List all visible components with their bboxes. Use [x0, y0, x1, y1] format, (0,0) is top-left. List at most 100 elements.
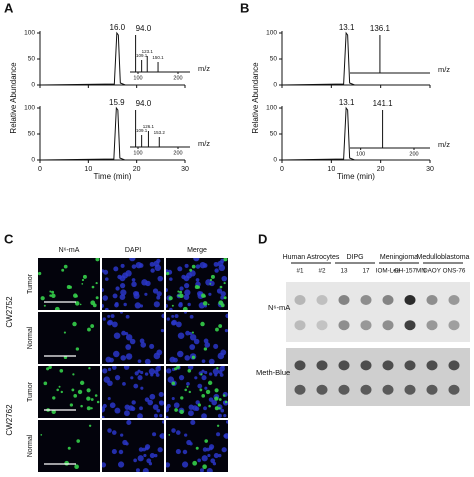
signal [177, 294, 180, 297]
inset-tick-label: 100 [133, 75, 142, 81]
blot-dot [338, 295, 350, 305]
blot-dot [448, 384, 460, 395]
nucleus [125, 270, 132, 277]
nucleus [144, 372, 149, 376]
signal [46, 367, 50, 371]
chromatogram: 0 50 100 13.1 m/z 136.1 [266, 23, 450, 89]
blot-dot [426, 384, 438, 395]
group-label: CW2752 [5, 296, 14, 328]
nucleus [144, 444, 151, 450]
y-tick-label: 50 [28, 56, 36, 63]
nucleus [134, 302, 141, 309]
row-label: Meth-Blue [256, 368, 290, 377]
signal [40, 296, 45, 301]
signal [223, 296, 227, 300]
signal [204, 439, 209, 443]
signal [87, 327, 91, 332]
signal [191, 355, 196, 360]
nucleus [181, 461, 189, 468]
signal [224, 400, 228, 404]
nucleus [152, 404, 159, 410]
signal [197, 403, 201, 407]
signal [184, 388, 187, 392]
signal [73, 394, 78, 398]
panel-label: D [258, 231, 267, 246]
signal [81, 283, 84, 285]
y-axis-label: Relative Abundance [9, 62, 18, 134]
signal [95, 281, 98, 285]
group-label: Medulloblastoma [417, 254, 470, 261]
nucleus [204, 386, 208, 390]
nucleus [186, 439, 192, 446]
signal [96, 400, 100, 404]
signal [88, 367, 91, 370]
nucleus [120, 283, 126, 289]
nucleus [148, 368, 156, 375]
blot-dot [294, 320, 306, 331]
signal [90, 398, 94, 401]
signal [81, 278, 85, 282]
signal [220, 303, 225, 308]
nucleus [114, 407, 121, 414]
signal [200, 373, 203, 376]
inset-tick-label: 100 [356, 151, 365, 157]
signal [67, 446, 71, 450]
x-axis-label: Time (min) [337, 172, 375, 181]
blot-dot [426, 295, 438, 305]
nucleus [225, 313, 228, 319]
base-peak-label: 141.1 [373, 99, 394, 108]
nucleus [142, 447, 147, 452]
nucleus [201, 359, 206, 364]
nucleus [220, 291, 226, 297]
signal [207, 303, 210, 306]
nucleus [206, 447, 211, 452]
blot-dot [338, 360, 350, 371]
nucleus [111, 430, 117, 435]
nucleus [168, 307, 173, 310]
micrograph [102, 366, 164, 418]
nucleus [150, 373, 154, 377]
nucleus [146, 458, 152, 464]
nucleus [183, 275, 190, 282]
image-background [38, 312, 100, 364]
micrograph [166, 420, 228, 472]
y-tick-label: 0 [273, 82, 277, 89]
y-tick-label: 50 [270, 56, 278, 63]
nucleus [120, 289, 127, 296]
nucleus [104, 307, 109, 310]
nucleus [167, 376, 174, 383]
nucleus [125, 314, 130, 319]
signal [191, 331, 195, 334]
blot-membrane [286, 282, 470, 342]
signal [60, 390, 63, 394]
nucleus [156, 408, 161, 413]
nucleus [189, 270, 196, 277]
nucleus [224, 328, 228, 333]
peak [281, 106, 430, 161]
group-label: CW2762 [5, 404, 14, 436]
signal [56, 388, 59, 392]
nucleus [102, 415, 105, 418]
nucleus [120, 355, 127, 361]
x-axis-label: Time (min) [94, 172, 132, 181]
peak [281, 31, 430, 86]
nucleus [123, 366, 130, 370]
signal [207, 380, 213, 386]
signal [92, 303, 97, 308]
nucleus [197, 383, 203, 389]
nucleus [186, 382, 190, 386]
blot-dot [360, 360, 372, 371]
nucleus [149, 393, 156, 400]
nucleus [184, 433, 188, 437]
row-label: Normal [27, 326, 34, 349]
signal [49, 294, 52, 297]
nucleus [156, 291, 162, 297]
nucleus [223, 414, 227, 418]
signal [195, 446, 199, 450]
nucleus [148, 462, 153, 466]
signal [90, 407, 93, 410]
nucleus [216, 288, 223, 294]
nucleus [225, 420, 228, 424]
signal [80, 404, 83, 408]
